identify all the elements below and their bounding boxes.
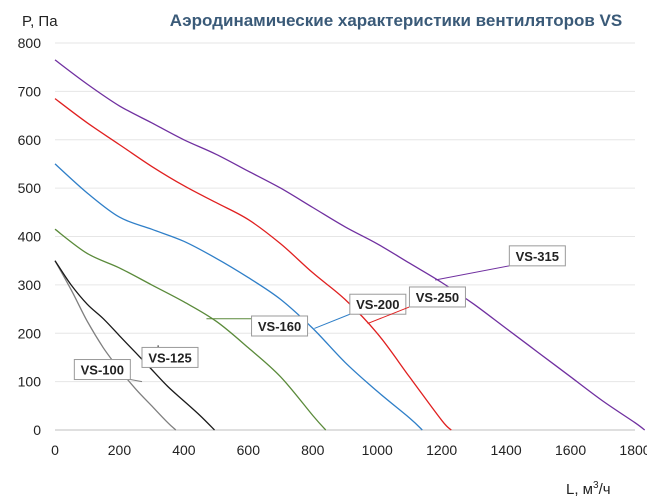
x-tick-label: 1200 (426, 442, 457, 458)
series-label-box (408, 286, 466, 308)
x-tick-label: 1400 (491, 442, 522, 458)
y-tick-label: 0 (33, 422, 41, 438)
series-line-vs-200 (54, 163, 423, 431)
y-tick-label: 800 (18, 35, 42, 51)
x-axis-label-sup: 3 (593, 480, 599, 491)
x-tick-label: 400 (172, 442, 196, 458)
y-tick-label: 600 (18, 132, 42, 148)
x-tick-label: 1600 (555, 442, 586, 458)
series-line-vs-125 (54, 260, 215, 431)
grid (55, 42, 635, 383)
series-line-vs-160 (54, 228, 327, 431)
series-line-vs-250 (54, 98, 452, 431)
series-label-box (349, 293, 407, 315)
y-tick-label: 100 (18, 374, 42, 390)
x-tick-label: 0 (51, 442, 59, 458)
series-label-box (508, 245, 566, 267)
x-tick-label: 200 (108, 442, 132, 458)
x-tick-label: 1800 (619, 442, 647, 458)
series-labels: VS-100 VS-125 VS-160 VS-200 VS-250 VS-315 (73, 245, 566, 383)
label-leader-line (435, 265, 510, 281)
series-label-vs-250: VS-250 (416, 290, 459, 305)
y-tick-label: 300 (18, 277, 42, 293)
chart-title: Аэродинамические характеристики вентилят… (170, 11, 622, 30)
series-line-vs-315 (54, 59, 646, 431)
label-leader-line (314, 313, 351, 329)
y-tick-label: 700 (18, 83, 42, 99)
y-tick-label: 200 (18, 325, 42, 341)
series-label-vs-100: VS-100 (81, 363, 124, 378)
series-label-vs-315: VS-315 (516, 249, 559, 264)
x-tick-label: 600 (237, 442, 261, 458)
y-tick-label: 500 (18, 180, 42, 196)
series-label-vs-160: VS-160 (258, 319, 301, 334)
x-tick-label: 800 (301, 442, 325, 458)
series-label-box (251, 315, 309, 337)
x-axis-label-main: L, м (566, 481, 593, 498)
y-axis-label: P, Па (22, 13, 58, 30)
y-tick-label: 400 (18, 229, 42, 245)
series-label-vs-200: VS-200 (356, 297, 399, 312)
axes: 0 100 200 300 400 500 600 700 800 0 200 400 600 800 10… (18, 35, 647, 458)
x-axis-label-tail: /ч (599, 481, 611, 498)
label-leader-line (130, 379, 143, 383)
series-lines (54, 59, 646, 431)
label-leader-line (367, 306, 410, 325)
x-tick-label: 1000 (362, 442, 393, 458)
series-label-box (73, 359, 131, 381)
series-label-vs-125: VS-125 (148, 350, 191, 365)
series-label-box (141, 346, 199, 368)
x-axis-label: L, м3/ч (566, 480, 611, 498)
